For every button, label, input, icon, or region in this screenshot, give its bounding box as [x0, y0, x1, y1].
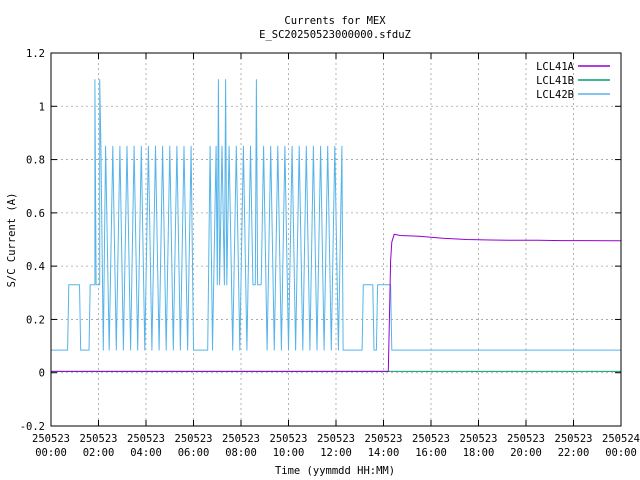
legend: LCL41A LCL41B LCL42B — [536, 61, 610, 101]
x-tick-date: 250523 — [127, 433, 165, 445]
legend-label-lcl42b: LCL42B — [536, 89, 574, 101]
x-tick-date: 250523 — [555, 433, 593, 445]
legend-label-lcl41b: LCL41B — [536, 75, 574, 87]
x-tick-time: 14:00 — [368, 447, 400, 459]
x-tick-date: 250523 — [222, 433, 260, 445]
x-tick-time: 00:00 — [35, 447, 67, 459]
x-tick-time: 20:00 — [510, 447, 542, 459]
y-axis-ticks: -0.2 0 0.2 0.4 0.6 0.8 1 1.2 — [20, 48, 621, 433]
y-tick-label: 0 — [39, 368, 45, 380]
x-tick-date: 250523 — [412, 433, 450, 445]
x-tick-time: 06:00 — [178, 447, 210, 459]
x-tick-date: 250523 — [32, 433, 70, 445]
series-lines — [51, 79, 621, 372]
x-tick-date: 250523 — [270, 433, 308, 445]
y-tick-label: 0.6 — [26, 208, 45, 220]
x-tick-time: 00:00 — [605, 447, 637, 459]
chart-subtitle: E_SC20250523000000.sfduZ — [259, 29, 411, 41]
y-tick-label: 0.4 — [26, 261, 45, 273]
legend-label-lcl41a: LCL41A — [536, 61, 575, 73]
series-line-lcl41a — [51, 233, 621, 372]
x-tick-date: 250523 — [365, 433, 403, 445]
y-tick-label: 0.2 — [26, 314, 45, 326]
x-tick-time: 12:00 — [320, 447, 352, 459]
x-tick-time: 10:00 — [273, 447, 305, 459]
plot-frame — [50, 52, 622, 427]
chart-title: Currents for MEX — [284, 15, 386, 27]
x-tick-date: 250524 — [602, 433, 640, 445]
x-tick-date: 250523 — [317, 433, 355, 445]
x-axis-ticks: 250523 00:00 250523 02:00 250523 04:00 250523 0… — [32, 53, 640, 459]
x-tick-date: 250523 — [80, 433, 118, 445]
x-axis-label: Time (yymmdd HH:MM) — [275, 465, 395, 477]
x-tick-date: 250523 — [175, 433, 213, 445]
y-tick-label: -0.2 — [20, 421, 45, 433]
x-tick-time: 18:00 — [463, 447, 495, 459]
x-tick-time: 22:00 — [558, 447, 590, 459]
y-tick-label: 1.2 — [26, 48, 45, 60]
x-tick-time: 04:00 — [130, 447, 162, 459]
x-tick-date: 250523 — [507, 433, 545, 445]
x-tick-time: 02:00 — [83, 447, 115, 459]
x-tick-time: 16:00 — [415, 447, 447, 459]
series-line-lcl42b — [51, 79, 621, 351]
x-tick-date: 250523 — [460, 433, 498, 445]
y-tick-label: 0.8 — [26, 155, 45, 167]
y-tick-label: 1 — [39, 101, 45, 113]
y-axis-label: S/C Current (A) — [6, 193, 18, 288]
x-tick-time: 08:00 — [225, 447, 257, 459]
